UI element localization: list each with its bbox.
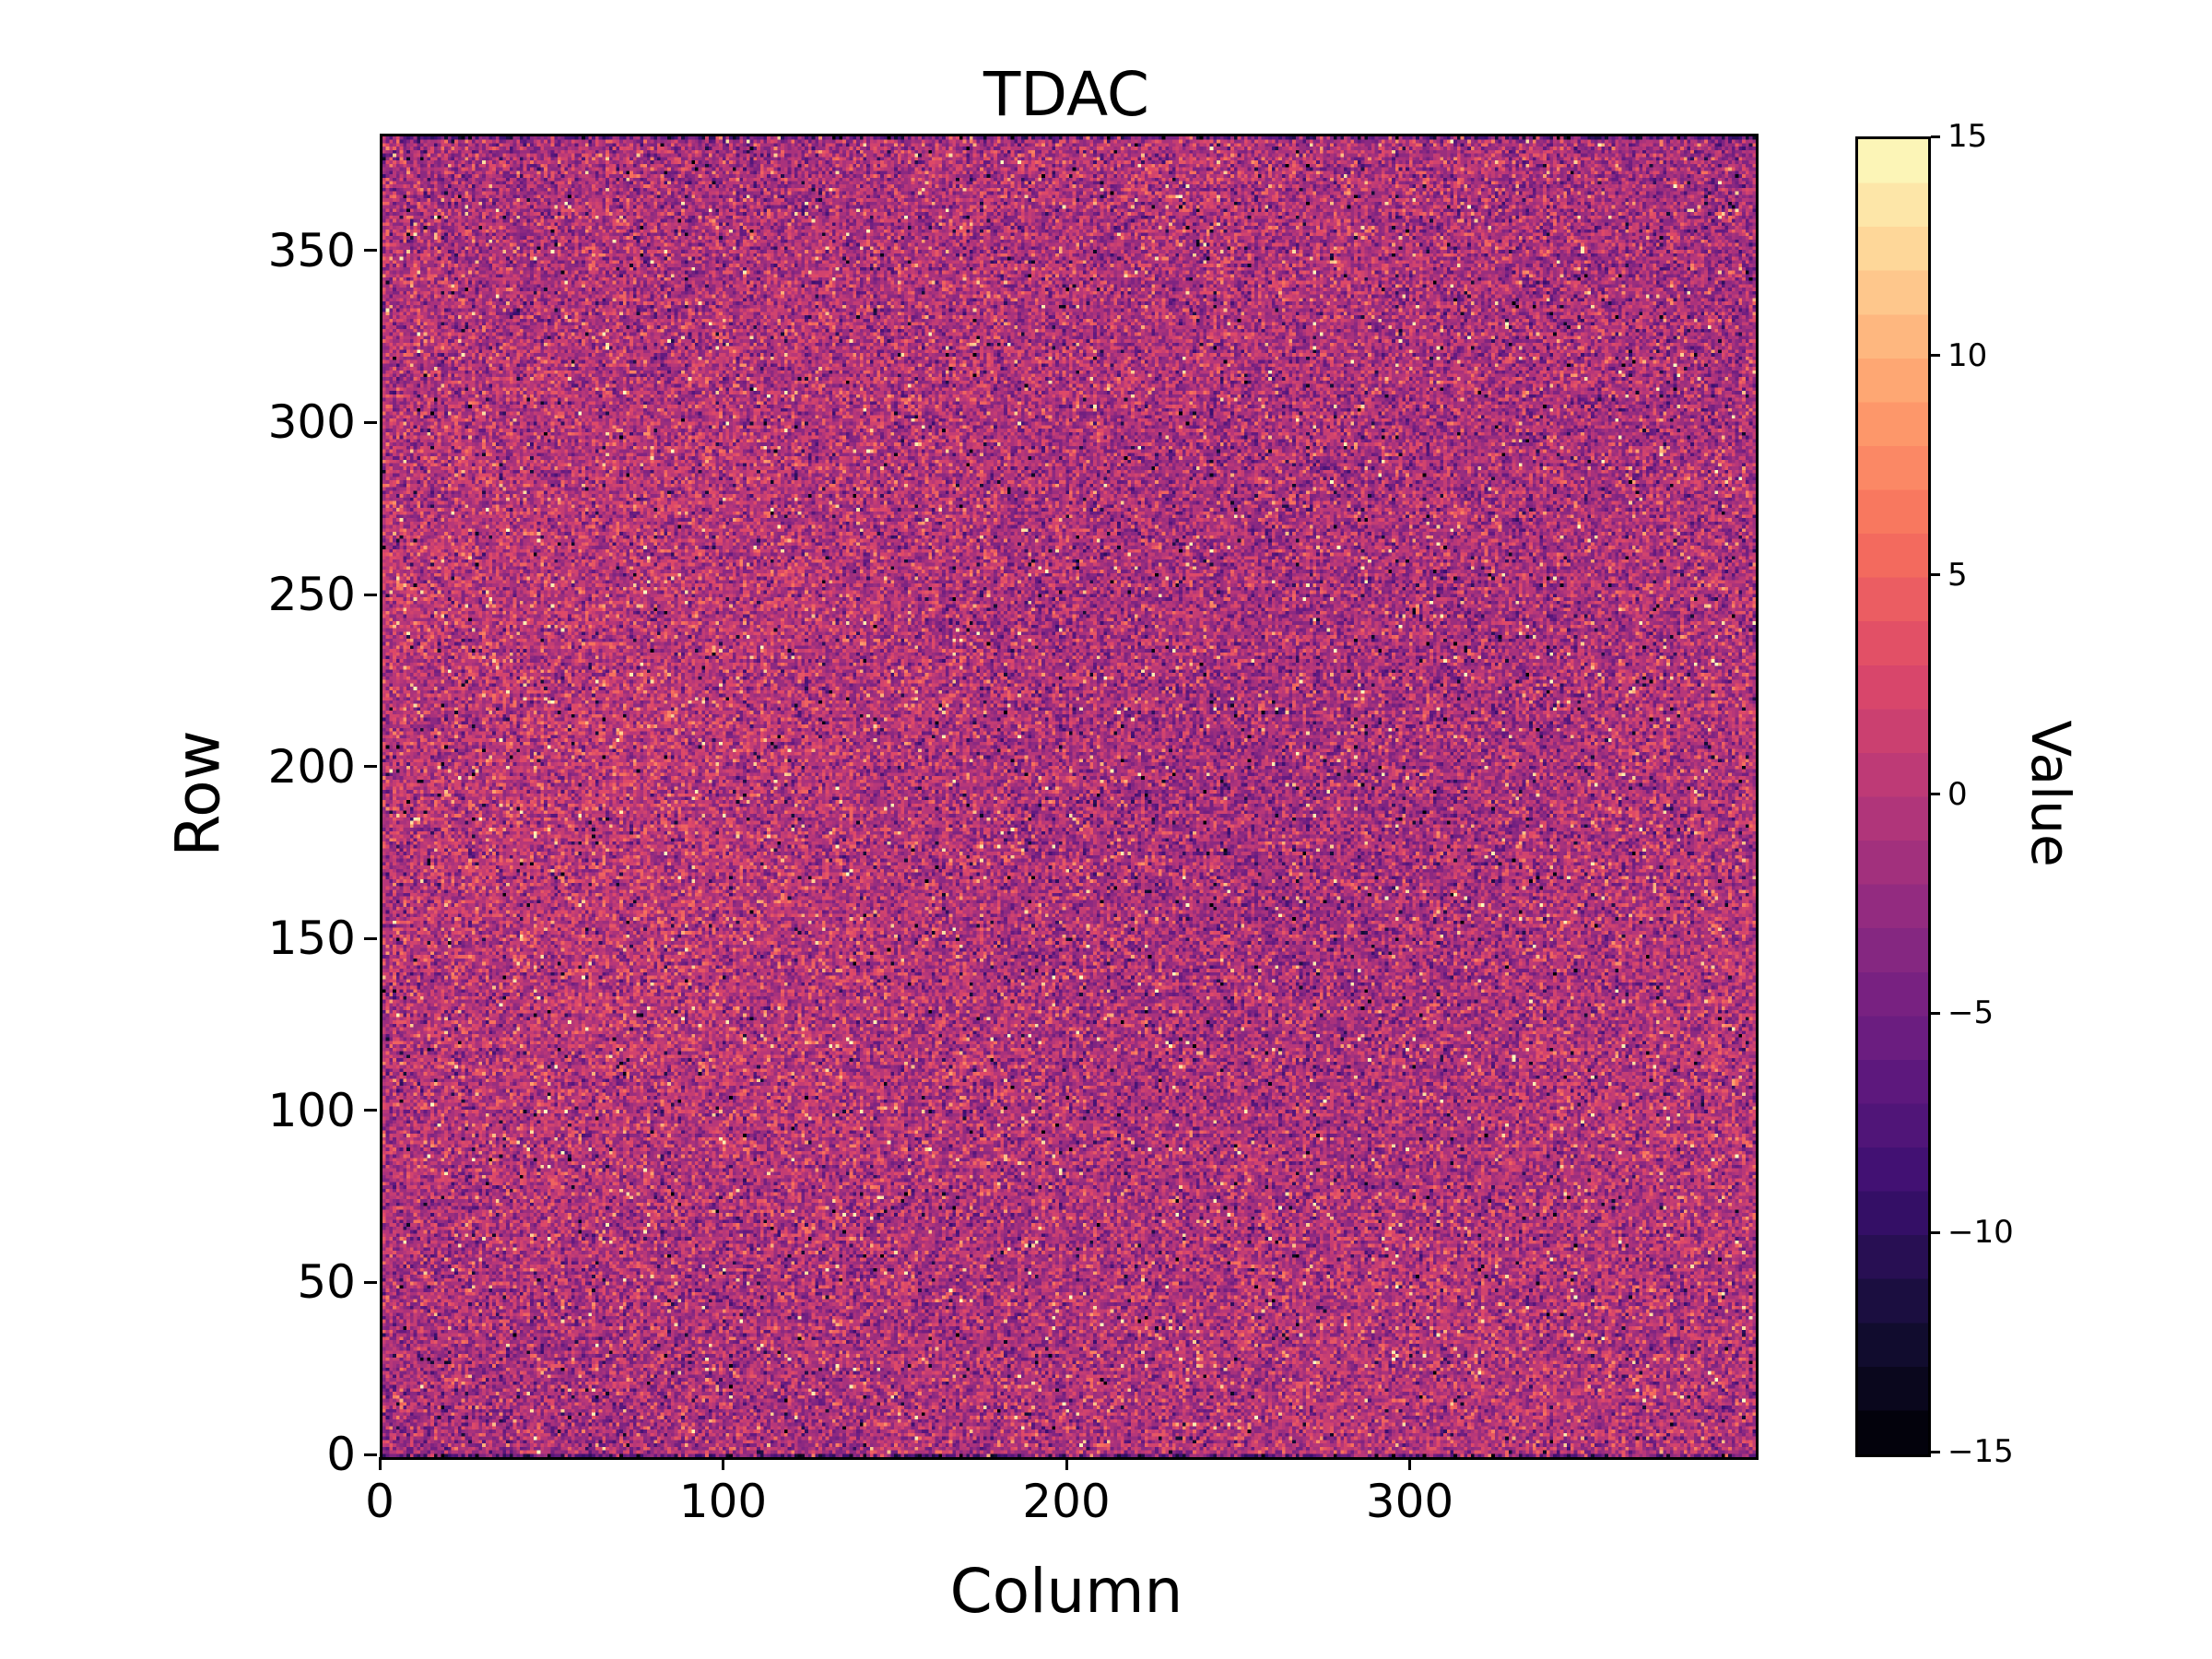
x-tick-label: 100 [678, 1475, 768, 1528]
y-tick-label: 0 [326, 1428, 356, 1481]
colorbar-tick-mark [1931, 1230, 1940, 1234]
y-tick-mark [364, 1453, 377, 1456]
y-tick-label: 250 [267, 568, 356, 622]
y-axis-label: Row [162, 730, 234, 857]
y-tick-label: 50 [297, 1255, 356, 1310]
colorbar-tick-mark [1931, 1450, 1940, 1453]
y-tick-label: 100 [267, 1083, 356, 1137]
x-tick-mark [1408, 1457, 1411, 1470]
plot-area [380, 134, 1759, 1460]
colorbar-tick-mark [1931, 793, 1940, 795]
y-tick-label: 300 [267, 395, 356, 450]
y-tick-mark [364, 765, 377, 769]
colorbar-tick-label: −5 [1947, 994, 1994, 1032]
y-tick-mark [364, 249, 377, 253]
colorbar-tick-mark [1931, 1011, 1940, 1015]
y-tick-label: 150 [267, 912, 356, 966]
x-tick-mark [722, 1457, 724, 1470]
x-tick-mark [378, 1457, 382, 1470]
heatmap-canvas [382, 136, 1756, 1457]
colorbar-axis-label: Value [2019, 720, 2082, 867]
colorbar-tick-label: −15 [1947, 1433, 2014, 1470]
y-tick-label: 350 [267, 223, 356, 277]
x-tick-mark [1065, 1457, 1068, 1470]
y-tick-mark [364, 1280, 377, 1284]
x-axis-label: Column [949, 1556, 1183, 1627]
y-tick-mark [364, 593, 377, 596]
colorbar-tick-label: 15 [1947, 118, 1988, 155]
chart-title: TDAC [982, 59, 1150, 130]
y-tick-label: 200 [267, 739, 356, 794]
colorbar [1855, 136, 1931, 1457]
colorbar-tick-mark [1931, 573, 1940, 577]
colorbar-tick-mark [1931, 135, 1940, 138]
x-tick-label: 300 [1365, 1475, 1454, 1528]
colorbar-tick-label: 10 [1947, 336, 1988, 374]
y-tick-mark [364, 936, 377, 940]
colorbar-tick-mark [1931, 354, 1940, 358]
colorbar-tick-label: −10 [1947, 1214, 2014, 1252]
y-tick-mark [364, 420, 377, 424]
colorbar-canvas [1858, 139, 1928, 1454]
x-tick-label: 200 [1022, 1475, 1111, 1528]
x-tick-label: 0 [365, 1475, 394, 1528]
colorbar-tick-label: 5 [1947, 556, 1968, 594]
y-tick-mark [364, 1109, 377, 1112]
colorbar-tick-label: 0 [1947, 775, 1968, 813]
